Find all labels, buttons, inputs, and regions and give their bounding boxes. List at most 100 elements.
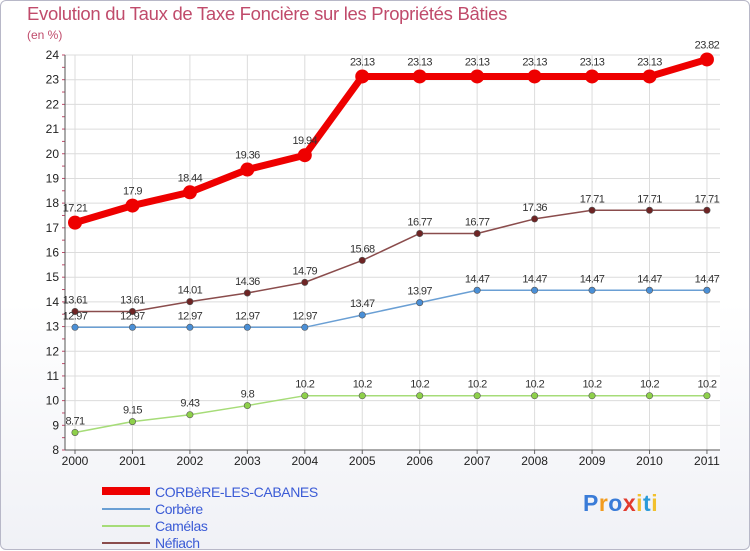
series-line-1	[74, 289, 708, 329]
y-tick-label: 17	[46, 221, 60, 235]
data-point	[355, 69, 370, 84]
data-label: 12.97	[293, 310, 318, 322]
data-label: 10.2	[468, 379, 487, 391]
data-label: 14.47	[637, 273, 662, 285]
y-tick-label: 15	[46, 270, 60, 284]
data-label: 10.2	[353, 379, 372, 391]
data-point	[473, 392, 481, 400]
data-point	[128, 418, 136, 426]
data-label: 8.71	[65, 415, 84, 427]
logo-letter: o	[608, 490, 623, 516]
data-point	[128, 323, 136, 331]
data-label: 10.2	[525, 379, 544, 391]
data-label: 12.97	[235, 310, 260, 322]
x-tick-label: 2007	[464, 454, 491, 468]
data-point	[531, 392, 539, 400]
data-label: 17.71	[580, 193, 605, 205]
data-point	[645, 392, 653, 400]
data-label: 10.2	[697, 379, 716, 391]
data-point	[527, 69, 542, 84]
data-point	[71, 308, 79, 316]
x-tick-label: 2005	[349, 454, 376, 468]
data-label: 23.13	[350, 56, 375, 68]
x-tick-label: 2000	[62, 454, 89, 468]
data-point	[642, 69, 657, 84]
data-point	[358, 311, 366, 319]
data-label: 17.36	[522, 202, 547, 214]
data-label: 17.9	[123, 186, 142, 198]
data-point	[128, 308, 136, 316]
data-point	[240, 162, 255, 177]
x-tick-label: 2006	[406, 454, 433, 468]
x-tick-label: 2008	[521, 454, 548, 468]
data-point	[416, 299, 424, 307]
data-point	[301, 392, 309, 400]
data-point	[125, 198, 140, 213]
data-point	[358, 392, 366, 400]
data-label: 13.61	[63, 295, 88, 307]
data-label: 16.77	[465, 216, 490, 228]
data-label: 14.01	[178, 285, 203, 297]
data-label: 23.13	[522, 56, 547, 68]
data-point	[473, 229, 481, 237]
x-tick-label: 2010	[636, 454, 663, 468]
data-point	[358, 256, 366, 264]
data-point	[416, 229, 424, 237]
data-point	[186, 298, 194, 306]
data-point	[585, 69, 600, 84]
y-tick-label: 22	[46, 97, 60, 111]
y-tick-label: 14	[46, 295, 60, 309]
data-label: 14.47	[695, 273, 720, 285]
legend-swatch	[102, 487, 150, 495]
data-point	[186, 323, 194, 331]
data-label: 16.77	[407, 216, 432, 228]
y-tick-label: 13	[46, 320, 60, 334]
data-point	[470, 69, 485, 84]
x-tick-label: 2004	[291, 454, 318, 468]
legend-swatch	[102, 525, 150, 527]
data-point	[301, 278, 309, 286]
data-label: 9.15	[123, 405, 142, 417]
data-label: 9.43	[180, 398, 199, 410]
logo-letter: t	[643, 490, 652, 516]
data-point	[645, 286, 653, 294]
chart-title: Evolution du Taux de Taxe Foncière sur l…	[27, 3, 508, 24]
data-label: 23.13	[637, 56, 662, 68]
data-label: 12.97	[63, 310, 88, 322]
legend-label: Néfiach	[155, 535, 200, 551]
data-label: 23.13	[465, 56, 490, 68]
data-label: 14.47	[522, 273, 547, 285]
data-label: 12.97	[178, 310, 203, 322]
data-point	[645, 206, 653, 214]
data-point	[703, 286, 711, 294]
data-point	[182, 185, 197, 200]
data-point	[68, 215, 82, 230]
x-tick-label: 2009	[579, 454, 606, 468]
y-tick-label: 8	[52, 443, 59, 457]
data-label: 17.71	[637, 193, 662, 205]
data-point	[699, 52, 714, 67]
data-label: 13.61	[120, 295, 145, 307]
data-point	[588, 286, 596, 294]
data-label: 13.47	[350, 298, 375, 310]
data-point	[588, 392, 596, 400]
y-tick-label: 10	[46, 394, 60, 408]
proxiti-logo: Proxiti	[583, 490, 658, 517]
data-label: 10.2	[410, 379, 429, 391]
y-tick-label: 20	[46, 147, 60, 161]
y-tick-label: 12	[46, 344, 60, 358]
logo-letter: i	[636, 490, 644, 516]
data-label: 10.2	[583, 379, 602, 391]
data-label: 17.21	[63, 203, 88, 215]
legend-label: CORBèRE-LES-CABANES	[155, 484, 318, 500]
logo-letter: P	[583, 490, 599, 516]
data-label: 23.13	[580, 56, 605, 68]
data-label: 23.82	[695, 39, 720, 51]
data-point	[531, 286, 539, 294]
y-tick-label: 18	[46, 196, 60, 210]
data-point	[71, 428, 79, 436]
data-point	[186, 411, 194, 419]
data-point	[71, 323, 79, 331]
data-label: 10.2	[295, 379, 314, 391]
data-point	[301, 323, 309, 331]
